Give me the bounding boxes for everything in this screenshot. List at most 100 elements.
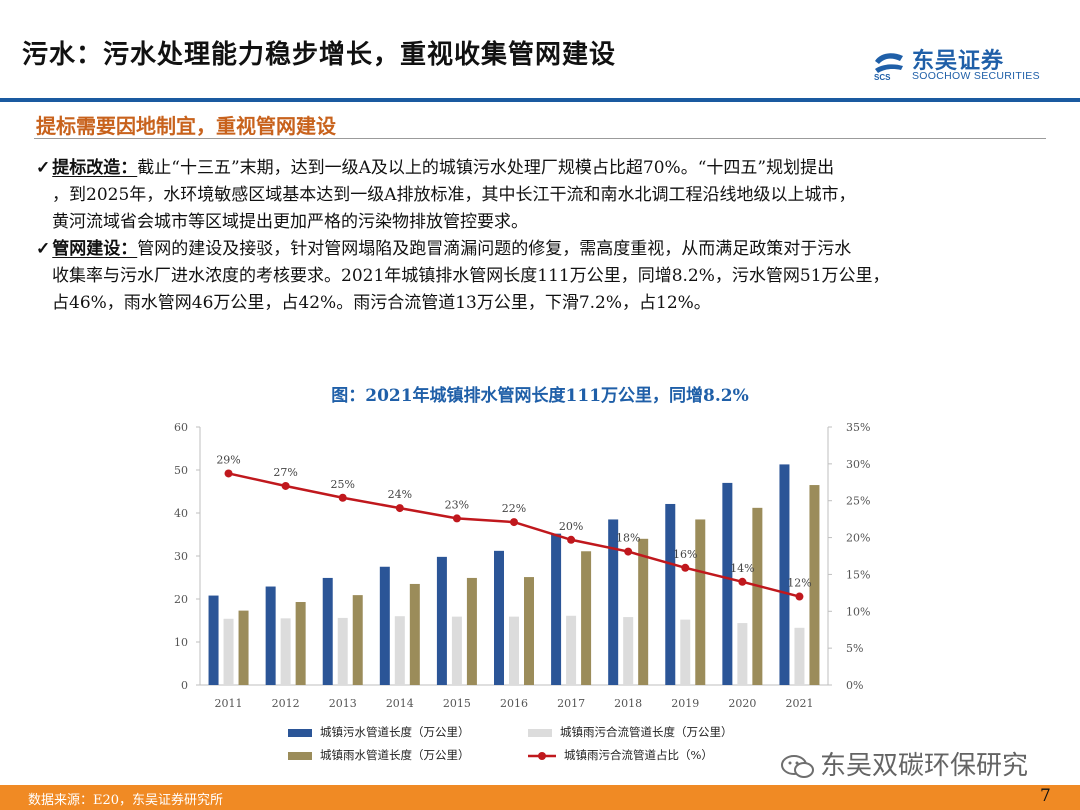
y-tick-label-left: 10 <box>174 636 188 649</box>
x-tick-label: 2020 <box>728 697 756 710</box>
bar-0-2015 <box>436 556 447 685</box>
section-divider <box>34 138 1046 139</box>
bar-0-2020 <box>722 482 733 685</box>
x-tick-label: 2014 <box>386 697 414 710</box>
bullet-line: 收集率与污水厂进水浓度的考核要求。2021年城镇排水管网长度111万公里，同增8… <box>52 266 890 286</box>
check-icon: ✓ <box>36 158 51 178</box>
bar-1-2012 <box>280 618 291 685</box>
y-tick-label-right: 0% <box>846 679 863 692</box>
data-source: 数据来源：E20，东吴证券研究所 <box>28 793 224 808</box>
bar-1-2020 <box>737 623 748 685</box>
wechat-icon <box>781 754 814 778</box>
bar-1-2018 <box>623 617 634 685</box>
bar-0-2013 <box>322 577 333 685</box>
company-logo: SCS 东吴证券 SOOCHOW SECURITIES <box>872 45 1042 91</box>
page-title: 污水：污水处理能力稳步增长，重视收集管网建设 <box>22 40 617 70</box>
header-divider <box>0 98 1080 102</box>
legend-label: 城镇雨水管道长度（万公里） <box>320 748 470 762</box>
bullet-upgrade: ✓ 提标改造：截止“十三五”末期，达到一级A及以上的城镇污水处理厂规模占比超70%… <box>36 155 1066 236</box>
y-tick-label-left: 50 <box>174 464 188 477</box>
y-tick-label-left: 60 <box>174 421 188 434</box>
legend-item-rain: 城镇雨水管道长度（万公里） <box>288 747 470 763</box>
chart-title: 图：2021年城镇排水管网长度111万公里，同增8.2% <box>331 386 749 406</box>
y-tick-label-left: 0 <box>181 679 188 692</box>
bullet-lead: 提标改造： <box>52 158 138 178</box>
share-data-label: 29% <box>216 453 240 466</box>
share-point <box>681 563 690 572</box>
bar-2-2020 <box>752 507 763 685</box>
bar-1-2011 <box>223 618 234 685</box>
bullet-network: ✓ 管网建设：管网的建设及接驳，针对管网塌陷及跑冒滴漏问题的修复，需高度重视，从而… <box>36 236 1066 317</box>
section-subtitle: 提标需要因地制宜，重视管网建设 <box>36 114 336 138</box>
x-tick-label: 2016 <box>500 697 528 710</box>
bar-2-2019 <box>695 519 706 685</box>
y-tick-label-right: 35% <box>846 421 870 434</box>
share-data-label: 27% <box>273 466 297 479</box>
logo-mark-icon <box>875 53 903 73</box>
x-tick-label: 2011 <box>215 697 243 710</box>
bar-2-2021 <box>809 485 820 685</box>
watermark-text: 东吴双碳环保研究 <box>820 751 1029 781</box>
bar-0-2012 <box>265 586 276 685</box>
bar-1-2015 <box>451 616 462 685</box>
share-data-label: 23% <box>445 498 469 511</box>
bar-1-2016 <box>509 616 519 685</box>
legend-swatch <box>528 752 556 760</box>
page-number: 7 <box>1040 786 1051 806</box>
legend-swatch <box>528 729 552 737</box>
legend-label: 城镇雨污合流管道占比（%） <box>564 748 713 762</box>
share-data-label: 18% <box>616 532 640 545</box>
bar-0-2018 <box>608 519 619 685</box>
y-tick-label-right: 20% <box>846 532 870 545</box>
y-tick-label-left: 20 <box>174 593 188 606</box>
bar-2-2013 <box>352 595 363 685</box>
share-point <box>395 504 404 513</box>
share-data-label: 14% <box>730 562 754 575</box>
legend-item-combined: 城镇雨污合流管道长度（万公里） <box>528 724 733 740</box>
bar-2-2018 <box>638 538 649 685</box>
bar-0-2019 <box>665 503 676 685</box>
bar-2-2015 <box>466 577 477 685</box>
share-data-label: 20% <box>559 520 583 533</box>
y-tick-label-left: 30 <box>174 550 188 563</box>
x-tick-label: 2018 <box>614 697 642 710</box>
bullet-text: 截止“十三五”末期，达到一级A及以上的城镇污水处理厂规模占比超70%。“十四五”… <box>137 158 835 178</box>
bar-1-2019 <box>680 619 691 685</box>
bar-1-2017 <box>566 615 577 685</box>
share-point <box>224 469 233 478</box>
logo-chinese-name: 东吴证券 <box>912 49 1005 74</box>
bullet-line: 占46%，雨水管网46万公里，占42%。雨污合流管道13万公里，下滑7.2%，占… <box>52 293 711 313</box>
bar-0-2017 <box>551 533 562 685</box>
x-tick-label: 2021 <box>785 697 813 710</box>
bullet-line: ✓ 提标改造：截止“十三五”末期，达到一级A及以上的城镇污水处理厂规模占比超70%… <box>36 155 1066 182</box>
y-tick-label-left: 40 <box>174 507 188 520</box>
bar-1-2013 <box>337 617 348 685</box>
x-tick-label: 2017 <box>557 697 585 710</box>
legend-label: 城镇污水管道长度（万公里） <box>320 725 470 739</box>
bar-2-2011 <box>238 610 249 685</box>
legend-item-sewage: 城镇污水管道长度（万公里） <box>288 724 470 740</box>
bar-1-2021 <box>794 627 805 685</box>
bullet-line: 黄河流域省会城市等区域提出更加严格的污染物排放管控要求。 <box>52 212 528 232</box>
bar-1-2014 <box>394 616 405 685</box>
share-point <box>795 592 804 601</box>
bar-0-2016 <box>494 550 504 685</box>
legend-label: 城镇雨污合流管道长度（万公里） <box>560 725 733 739</box>
share-data-label: 12% <box>787 577 811 590</box>
y-tick-label-right: 25% <box>846 495 870 508</box>
y-tick-label-right: 15% <box>846 568 870 581</box>
share-point <box>738 577 747 586</box>
account-watermark: 东吴双碳环保研究 <box>780 745 1028 782</box>
x-tick-label: 2015 <box>443 697 471 710</box>
x-tick-label: 2013 <box>329 697 357 710</box>
x-tick-label: 2012 <box>272 697 300 710</box>
bar-0-2021 <box>779 464 790 685</box>
share-point <box>624 547 633 556</box>
share-point <box>281 481 290 490</box>
pipeline-length-chart: 0 10 20 30 40 50 60 0% 5% 10% 15% 20% 25% 30% 35% 2011… <box>174 421 870 710</box>
share-data-label: 24% <box>388 488 412 501</box>
share-data-label: 25% <box>331 478 355 491</box>
bar-2-2016 <box>524 577 534 685</box>
share-data-label: 16% <box>673 548 697 561</box>
share-point <box>567 535 576 544</box>
